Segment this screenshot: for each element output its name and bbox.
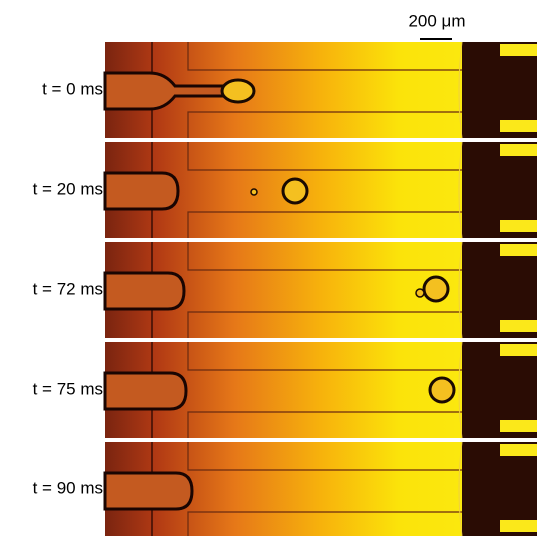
- droplet: [222, 80, 254, 102]
- frame: [105, 42, 537, 138]
- droplet: [416, 289, 424, 297]
- frame-label: t = 0 ms: [42, 79, 103, 98]
- electrode: [500, 420, 537, 432]
- electrode: [500, 444, 537, 456]
- droplet: [430, 378, 454, 402]
- droplet: [283, 179, 307, 203]
- electrode: [500, 320, 537, 332]
- nozzle: [105, 373, 186, 409]
- electrode: [500, 344, 537, 356]
- droplet: [424, 277, 448, 301]
- nozzle: [105, 273, 184, 309]
- frame-label: t = 90 ms: [33, 478, 103, 497]
- electrode: [500, 120, 537, 132]
- frame: [105, 342, 537, 438]
- electrode: [500, 44, 537, 56]
- figure: 200 μm t = 0 ms t = 20 ms t = 72 ms t = 75 …: [0, 0, 537, 536]
- frame-label: t = 20 ms: [33, 179, 103, 198]
- droplet: [251, 189, 257, 195]
- nozzle: [105, 473, 192, 509]
- electrode: [500, 220, 537, 232]
- frame: [105, 242, 537, 338]
- nozzle: [105, 173, 178, 209]
- scale-bar-label: 200 μm: [408, 11, 465, 30]
- electrode: [500, 144, 537, 156]
- electrode: [500, 244, 537, 256]
- electrode: [500, 520, 537, 532]
- frame-label: t = 75 ms: [33, 379, 103, 398]
- frame-label: t = 72 ms: [33, 279, 103, 298]
- frame: [105, 142, 537, 238]
- frame: [105, 442, 537, 536]
